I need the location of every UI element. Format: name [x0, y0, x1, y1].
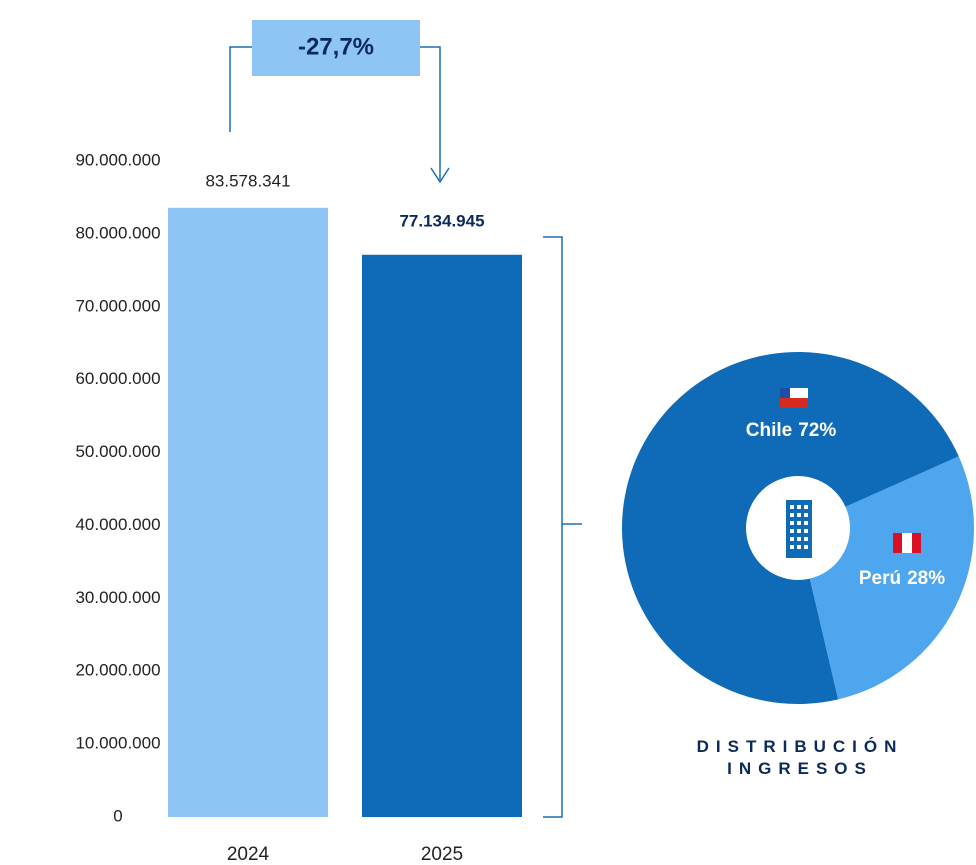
icon-window: [790, 545, 794, 549]
y-tick-label: 60.000.000: [75, 369, 160, 388]
y-tick-label: 70.000.000: [75, 296, 160, 315]
flag-chile-white: [780, 388, 808, 398]
change-annotation: [229, 46, 582, 818]
icon-window: [804, 537, 808, 541]
icon-window: [790, 513, 794, 517]
icon-window: [804, 505, 808, 509]
icon-window: [797, 537, 801, 541]
pie-label: Chile 72%: [746, 420, 837, 441]
y-tick-label: 0: [113, 806, 122, 825]
icon-window: [790, 505, 794, 509]
icon-window: [804, 513, 808, 517]
y-tick-label: 20.000.000: [75, 661, 160, 680]
y-tick-label: 30.000.000: [75, 588, 160, 607]
icon-window: [804, 529, 808, 533]
icon-window: [804, 545, 808, 549]
icon-window: [804, 521, 808, 525]
y-tick-label: 40.000.000: [75, 515, 160, 534]
y-tick-label: 50.000.000: [75, 442, 160, 461]
pie-category: Perú: [859, 568, 901, 589]
value-label: 77.134.945: [399, 211, 484, 230]
pie-value: 72%: [798, 420, 836, 441]
bar: [168, 207, 328, 817]
bracket-left: [229, 46, 252, 132]
bar: [362, 254, 522, 817]
icon-window: [790, 529, 794, 533]
annotation-box: [252, 20, 420, 76]
bracket-right: [420, 46, 441, 180]
pie: Chile 72% Perú 28%: [622, 352, 974, 704]
icon-window: [797, 529, 801, 533]
flag-peru-left: [893, 533, 902, 553]
x-tick-label: 2024: [227, 844, 270, 865]
flag-chile-red: [780, 398, 808, 408]
y-tick-label: 10.000.000: [75, 734, 160, 753]
bracket-bar: [543, 236, 563, 818]
icon-window: [790, 537, 794, 541]
pie-title: DISTRIBUCIÓN INGRESOS: [696, 737, 904, 778]
pie-value: 28%: [907, 568, 945, 589]
icon-window: [790, 521, 794, 525]
flag-peru-right: [912, 533, 921, 553]
y-tick-label: 90.000.000: [75, 150, 160, 169]
flag-chile-blue: [780, 388, 790, 398]
icon-window: [797, 545, 801, 549]
y-tick-label: 80.000.000: [75, 223, 160, 242]
pie-category: Chile: [746, 420, 792, 441]
icon-window: [797, 505, 801, 509]
flag-peru-mid: [902, 533, 912, 553]
pie-label: Perú 28%: [859, 568, 945, 589]
icon-window: [797, 513, 801, 517]
annotation: -27,7%: [298, 33, 374, 60]
x-tick-label: 2025: [421, 844, 463, 865]
arrow-head: [430, 167, 450, 184]
icon-window: [797, 521, 801, 525]
value-label: 83.578.341: [205, 171, 290, 190]
